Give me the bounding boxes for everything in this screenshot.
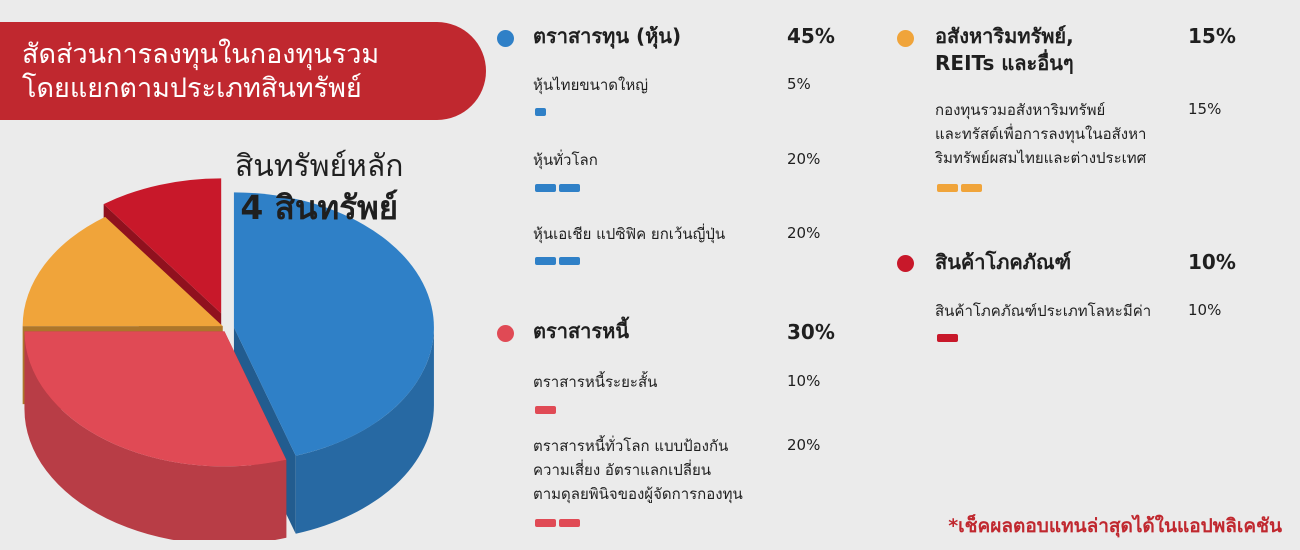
pie-slice-top xyxy=(24,331,287,467)
allocation-bar xyxy=(535,519,580,527)
pie-title-line1: สินทรัพย์หลัก xyxy=(235,149,404,184)
bar-segment xyxy=(937,334,958,342)
bar-segment xyxy=(961,184,982,192)
category-pct-equity: 45% xyxy=(787,24,835,48)
allocation-bar xyxy=(535,184,580,192)
pie-chart xyxy=(22,178,434,540)
sub-item-name: ตราสารหนี้ระยะสั้น xyxy=(533,373,658,391)
category-name-bond: ตราสารหนี้ xyxy=(533,319,629,343)
category-name-equity: ตราสารทุน (หุ้น) xyxy=(533,24,682,48)
sub-item-pct: 5% xyxy=(787,75,811,93)
sub-item-pct: 20% xyxy=(787,150,821,168)
bar-segment xyxy=(535,406,556,414)
sub-item-name: สินค้าโภคภัณฑ์ประเภทโลหะมีค่า xyxy=(935,302,1152,320)
pie-title: สินทรัพย์หลัก 4 สินทรัพย์ xyxy=(235,148,403,230)
allocation-bar xyxy=(937,184,982,192)
sub-item-pct: 10% xyxy=(1188,301,1222,319)
sub-item-pct: 10% xyxy=(787,372,821,390)
pie-slice-side xyxy=(295,327,434,534)
allocation-bar xyxy=(937,334,958,342)
allocation-bar xyxy=(535,108,546,116)
category-name-real-estate-line1: อสังหาริมทรัพย์, xyxy=(935,24,1074,48)
pie-slice-top xyxy=(22,216,223,327)
bar-segment xyxy=(535,519,556,527)
category-name-commodity: สินค้าโภคภัณฑ์ xyxy=(935,250,1072,274)
pie-slice-top xyxy=(233,192,434,456)
allocation-bar xyxy=(535,257,580,265)
pie-slice xyxy=(24,331,287,540)
sub-item-name-line: กองทุนรวมอสังหาริมทรัพย์ xyxy=(935,101,1106,119)
allocation-bar xyxy=(535,406,556,414)
bar-segment xyxy=(559,519,580,527)
sub-item-name-line: ความเสี่ยง อัตราแลกเปลี่ยน xyxy=(533,461,711,479)
bar-segment xyxy=(535,184,556,192)
sub-item-name-line: ริมทรัพย์ผสมไทยและต่างประเทศ xyxy=(935,149,1147,167)
title-banner: สัดส่วนการลงทุนในกองทุนรวม โดยแยกตามประเ… xyxy=(0,22,486,120)
banner-title-line2: โดยแยกตามประเภทสินทรัพย์ xyxy=(22,73,362,104)
pie-slice-top xyxy=(103,178,222,314)
bar-segment xyxy=(535,108,546,116)
category-pct-commodity: 10% xyxy=(1188,250,1236,274)
footnote: *เช็คผลตอบแทนล่าสุดได้ในแอปพลิเคชัน xyxy=(948,515,1282,537)
pie-title-line2: 4 สินทรัพย์ xyxy=(240,188,399,227)
bar-segment xyxy=(559,257,580,265)
category-pct-bond: 30% xyxy=(787,320,835,344)
sub-item-name: หุ้นเอเชีย แปซิฟิค ยกเว้นญี่ปุ่น xyxy=(533,225,726,243)
sub-item-pct: 20% xyxy=(787,224,821,242)
sub-item-name-line: ตามดุลยพินิจของผู้จัดการกองทุน xyxy=(533,485,743,503)
sub-item-pct: 20% xyxy=(787,436,821,454)
sub-item-name: หุ้นไทยขนาดใหญ่ xyxy=(533,76,649,94)
sub-item-name-line: และทรัสต์เพื่อการลงทุนในอสังหา xyxy=(935,125,1147,143)
pie-slice-side xyxy=(24,331,287,540)
category-dot-bond xyxy=(497,325,514,342)
category-name-real-estate-line2: REITs และอื่นๆ xyxy=(935,51,1074,75)
sub-item-name-line: ตราสารหนี้ทั่วโลก แบบป้องกัน xyxy=(533,437,729,455)
bar-segment xyxy=(937,184,958,192)
bar-segment xyxy=(559,184,580,192)
sub-item-name: หุ้นทั่วโลก xyxy=(533,151,598,169)
banner-title-line1: สัดส่วนการลงทุนในกองทุนรวม xyxy=(22,39,380,70)
category-dot-commodity xyxy=(897,255,914,272)
sub-item-pct: 15% xyxy=(1188,100,1222,118)
category-pct-real-estate: 15% xyxy=(1188,24,1236,48)
category-dot-equity xyxy=(497,30,514,47)
category-dot-real-estate xyxy=(897,30,914,47)
bar-segment xyxy=(535,257,556,265)
